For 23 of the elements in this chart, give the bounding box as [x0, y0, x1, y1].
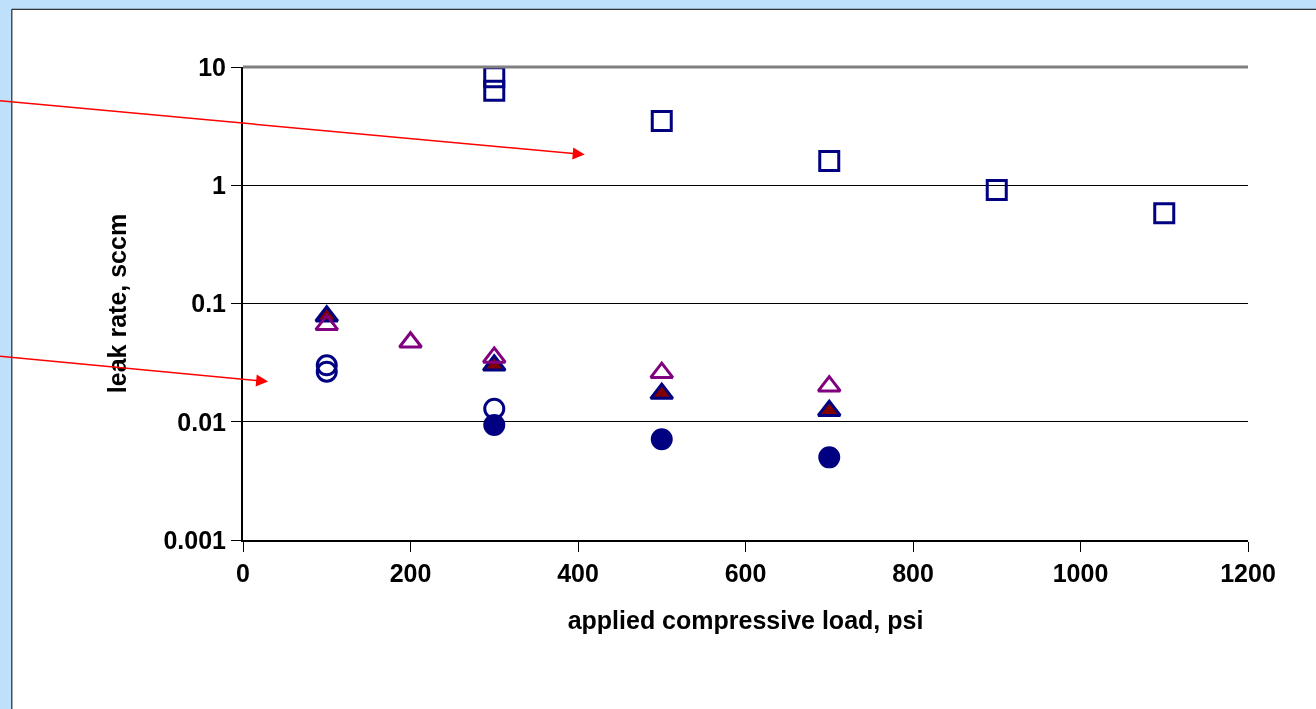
point: [315, 360, 338, 383]
point: [650, 109, 673, 132]
x-tick-label: 200: [389, 559, 432, 587]
y-tick-label: 0.01: [177, 407, 227, 436]
x-tick-label: 0: [236, 559, 250, 587]
point: [314, 313, 340, 332]
y-tick-label: 1: [212, 171, 227, 199]
y-tick-label: 0.1: [191, 289, 227, 318]
x-tick-label: 600: [724, 559, 767, 587]
x-tick-label: 1200: [1220, 559, 1276, 587]
x-axis-title: applied compressive load, psi: [567, 605, 924, 634]
point: [818, 150, 841, 173]
x-tick-label: 1000: [1052, 559, 1109, 587]
point: [1153, 202, 1176, 225]
point: [985, 179, 1008, 202]
x-tick-label: 400: [557, 559, 599, 587]
x-tick-label: 800: [892, 559, 934, 587]
point: [483, 413, 506, 436]
y-axis-title: leak rate, sccm: [102, 213, 131, 394]
point: [483, 79, 506, 102]
point: [398, 331, 423, 349]
y-tick-label: 0.001: [163, 525, 227, 554]
y-tick-label: 10: [198, 52, 226, 81]
